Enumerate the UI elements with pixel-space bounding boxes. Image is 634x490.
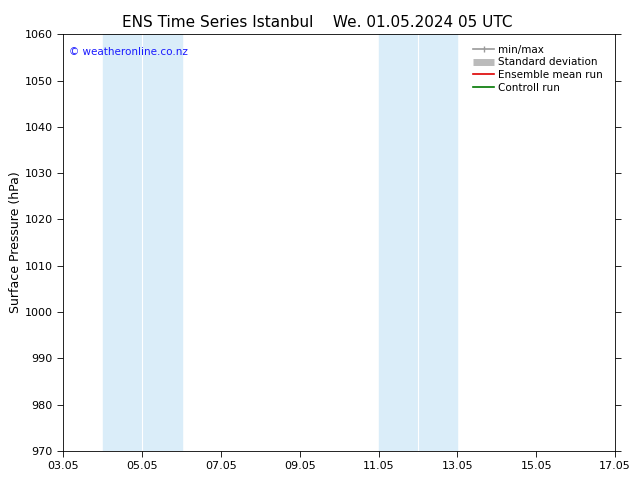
Bar	[378, 34, 457, 451]
Text: ENS Time Series Istanbul    We. 01.05.2024 05 UTC: ENS Time Series Istanbul We. 01.05.2024 …	[122, 15, 512, 30]
Bar	[103, 34, 181, 451]
Text: © weatheronline.co.nz: © weatheronline.co.nz	[69, 47, 188, 57]
Legend: min/max, Standard deviation, Ensemble mean run, Controll run: min/max, Standard deviation, Ensemble me…	[469, 41, 607, 97]
Y-axis label: Surface Pressure (hPa): Surface Pressure (hPa)	[9, 172, 22, 314]
